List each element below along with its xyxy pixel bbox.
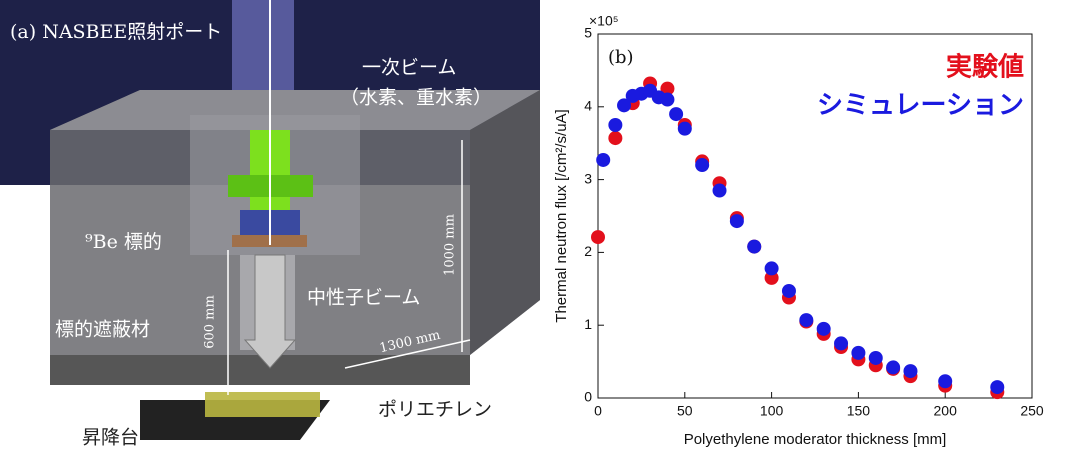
data-point [886,360,900,374]
x-tick-label: 250 [1020,403,1044,419]
y-tick-label: 4 [584,98,592,114]
data-point [747,240,761,254]
x-axis-label: Polyethylene moderator thickness [mm] [684,431,947,448]
polyethylene-block [205,392,320,417]
y-tick-label: 2 [584,243,592,259]
data-point [730,214,744,228]
data-point [669,107,683,121]
data-point [713,184,727,198]
data-point [938,374,952,388]
primary-beam-label: 一次ビーム [362,57,456,79]
data-point [851,346,865,360]
y-tick-label: 0 [584,389,592,405]
dim-600-label: 600 mm [203,295,218,349]
y-multiplier: ×10⁵ [589,13,619,29]
panel-a-title: (a) NASBEE照射ポート [10,21,222,43]
y-axis-label: Thermal neutron flux [/cm²/s/uA] [553,109,570,322]
legend-entry: シミュレーション [817,91,1024,121]
data-point [869,351,883,365]
y-tick-label: 3 [584,170,592,186]
x-tick-label: 200 [934,403,958,419]
data-point [660,93,674,107]
data-point [608,118,622,132]
polyethylene-label: ポリエチレン [378,399,492,421]
dim-1000-label: 1000 mm [443,214,458,276]
data-point [799,313,813,327]
primary-beam-note: （水素、重水素） [340,87,492,109]
panel-label: (b) [608,47,634,68]
y-tick-label: 1 [584,316,592,332]
neutron-beam-label: 中性子ビーム [307,287,420,309]
data-point [990,380,1004,394]
data-point [817,322,831,336]
x-tick-label: 100 [760,403,784,419]
data-point [678,122,692,136]
data-point [695,158,709,172]
target-label: ⁹Be 標的 [85,231,162,253]
y-tick-label: 5 [584,25,592,41]
lift-label: 昇降台 [82,427,139,449]
data-point [834,336,848,350]
x-tick-label: 50 [677,403,693,419]
shield-base [50,355,470,385]
x-tick-label: 150 [847,403,871,419]
legend-entry: 実験値 [946,52,1024,83]
data-point [782,284,796,298]
x-tick-label: 0 [594,403,602,419]
figure: (a) NASBEE照射ポート 一次ビーム （水素、重水素） ⁹Be 標的 中性… [0,0,1070,466]
data-point [903,364,917,378]
data-point [608,131,622,145]
panel-a: (a) NASBEE照射ポート 一次ビーム （水素、重水素） ⁹Be 標的 中性… [0,0,545,466]
data-point [596,153,610,167]
data-point [591,230,605,244]
data-point [765,261,779,275]
shield-label: 標的遮蔽材 [55,319,150,341]
